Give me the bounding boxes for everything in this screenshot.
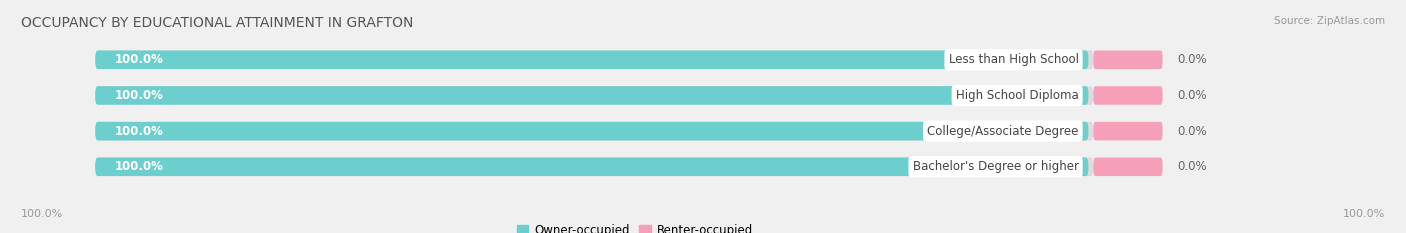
Text: 100.0%: 100.0% <box>115 125 165 138</box>
FancyBboxPatch shape <box>1094 86 1163 105</box>
Text: 0.0%: 0.0% <box>1177 53 1206 66</box>
FancyBboxPatch shape <box>1094 122 1163 140</box>
Text: 0.0%: 0.0% <box>1177 89 1206 102</box>
FancyBboxPatch shape <box>96 158 1088 176</box>
FancyBboxPatch shape <box>1094 158 1163 176</box>
FancyBboxPatch shape <box>96 86 1094 105</box>
Text: Bachelor's Degree or higher: Bachelor's Degree or higher <box>912 160 1078 173</box>
FancyBboxPatch shape <box>96 86 1088 105</box>
Text: College/Associate Degree: College/Associate Degree <box>927 125 1078 138</box>
Text: OCCUPANCY BY EDUCATIONAL ATTAINMENT IN GRAFTON: OCCUPANCY BY EDUCATIONAL ATTAINMENT IN G… <box>21 16 413 30</box>
FancyBboxPatch shape <box>1094 51 1163 69</box>
Text: 100.0%: 100.0% <box>1343 209 1385 219</box>
Text: High School Diploma: High School Diploma <box>956 89 1078 102</box>
Text: 100.0%: 100.0% <box>115 160 165 173</box>
FancyBboxPatch shape <box>96 122 1088 140</box>
FancyBboxPatch shape <box>96 51 1088 69</box>
Text: 100.0%: 100.0% <box>21 209 63 219</box>
Text: Source: ZipAtlas.com: Source: ZipAtlas.com <box>1274 16 1385 26</box>
Legend: Owner-occupied, Renter-occupied: Owner-occupied, Renter-occupied <box>512 219 758 233</box>
Text: 100.0%: 100.0% <box>115 89 165 102</box>
FancyBboxPatch shape <box>96 122 1094 140</box>
Text: 100.0%: 100.0% <box>115 53 165 66</box>
Text: 0.0%: 0.0% <box>1177 160 1206 173</box>
FancyBboxPatch shape <box>96 158 1094 176</box>
Text: 0.0%: 0.0% <box>1177 125 1206 138</box>
Text: Less than High School: Less than High School <box>949 53 1078 66</box>
FancyBboxPatch shape <box>96 51 1094 69</box>
